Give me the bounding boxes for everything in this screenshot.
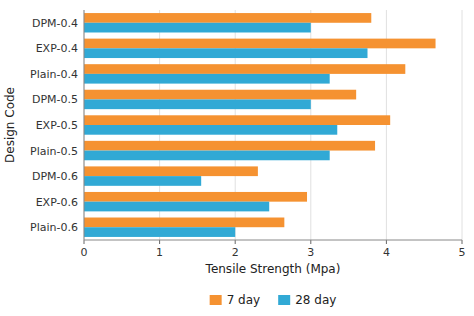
tick-label: 2 (232, 246, 239, 259)
x-axis-label: Tensile Strength (Mpa) (205, 262, 341, 276)
bar (84, 141, 375, 151)
bar (84, 166, 258, 176)
tick-label: 3 (307, 246, 314, 259)
tick-label: 4 (383, 246, 390, 259)
grid-line (84, 10, 85, 240)
tick-label: EXP-0.6 (36, 196, 78, 209)
bar (84, 115, 390, 125)
tick-mark (310, 240, 311, 244)
bar (84, 74, 330, 84)
bar (84, 23, 311, 33)
bar (84, 202, 269, 212)
tick-mark (159, 240, 160, 244)
tick-mark (386, 240, 387, 244)
y-axis-label: Design Code (3, 87, 17, 163)
tick-label: EXP-0.5 (36, 119, 78, 132)
legend-swatch (210, 295, 222, 305)
tick-label: DPM-0.4 (32, 17, 78, 30)
tick-mark (84, 240, 85, 244)
chart: 0 1 2 3 4 5 DPM-0.4 EXP-0.4 Plain-0.4 DPM-0.5 EXP-… (0, 0, 474, 316)
bar (84, 192, 307, 202)
x-axis (84, 240, 462, 241)
legend-swatch (278, 295, 290, 305)
legend: 7 day 28 day (210, 293, 337, 307)
tick-label: 1 (156, 246, 163, 259)
bar (84, 151, 330, 161)
bar (84, 90, 356, 100)
legend-label: 7 day (227, 293, 261, 307)
bar (84, 218, 284, 228)
tick-label: DPM-0.5 (32, 93, 78, 106)
bar (84, 13, 371, 23)
tick-label: EXP-0.4 (36, 42, 78, 55)
legend-label: 28 day (295, 293, 336, 307)
grid (84, 10, 462, 240)
bar (84, 125, 337, 135)
y-axis (84, 10, 85, 240)
bar (84, 64, 405, 74)
legend-item: 7 day (210, 293, 261, 307)
bar (84, 39, 436, 49)
bar (84, 227, 235, 237)
bars (84, 13, 436, 237)
tick-mark (462, 240, 463, 244)
tick-mark (235, 240, 236, 244)
tick-label: Plain-0.4 (30, 68, 78, 81)
tick-label: 5 (459, 246, 466, 259)
bar (84, 48, 368, 58)
tick-label: DPM-0.6 (32, 170, 78, 183)
grid-line (462, 10, 463, 240)
tick-label: Plain-0.6 (30, 221, 78, 234)
tick-label: Plain-0.5 (30, 145, 78, 158)
bar (84, 99, 311, 109)
legend-item: 28 day (278, 293, 336, 307)
tick-label: 0 (81, 246, 88, 259)
bar (84, 176, 201, 186)
